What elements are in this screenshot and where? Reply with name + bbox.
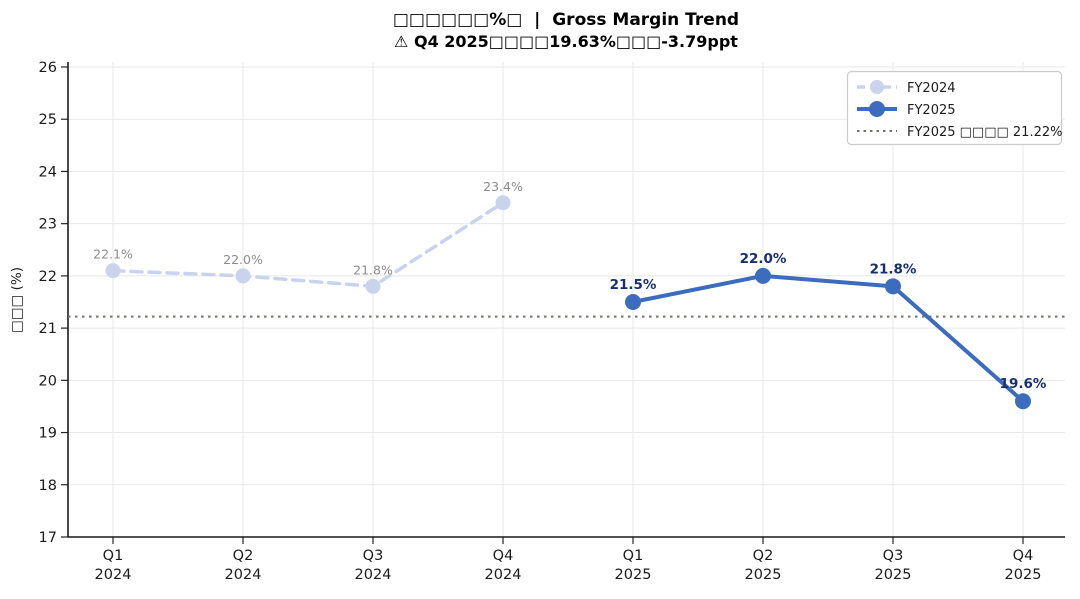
point-label-layer: 22.1% 22.0% 21.8% 23.4% 21.5% 22.0% 21.8% 19.6%: [93, 179, 1047, 392]
data-point-fy2024: [495, 195, 511, 211]
legend-box: [846, 70, 1063, 146]
point-label-fy2025: 21.5%: [610, 277, 657, 293]
grid-lines: [68, 62, 1065, 538]
data-point-fy2024: [105, 263, 121, 279]
point-label-fy2024: 22.1%: [93, 247, 133, 262]
point-label-fy2024: 21.8%: [353, 262, 393, 277]
legend-label-reference-mean: FY2025 □□□□ 21.22%: [907, 125, 1062, 140]
data-point-fy2024: [235, 268, 251, 284]
y-tick-label: 24: [39, 164, 57, 180]
x-tick-label-year: 2025: [745, 567, 782, 583]
series-line-fy2025: [631, 273, 1025, 404]
series-layer: [105, 195, 1031, 410]
y-tick-label: 17: [39, 530, 57, 546]
point-label-fy2024: 23.4%: [483, 179, 523, 194]
x-tick-label-quarter: Q2: [233, 548, 254, 564]
y-tick-label: 20: [39, 373, 57, 389]
legend-marker-fy2025: [869, 101, 885, 117]
chart-title: □□□□□□%□ | Gross Margin Trend: [393, 10, 739, 30]
point-label-fy2025: 22.0%: [740, 251, 787, 267]
x-tick-label-quarter: Q1: [623, 548, 644, 564]
data-point-fy2024: [365, 278, 381, 294]
y-tick-label: 26: [39, 60, 57, 76]
data-point-fy2025: [755, 267, 771, 284]
x-tick-label-year: 2024: [225, 567, 262, 583]
axes: 17 18 19 20 21 22 23 24 25 26 Q1 2024 Q2 2024 Q3 2024 Q4…: [39, 60, 1065, 583]
legend-label-fy2024: FY2024: [907, 81, 956, 96]
y-tick-label: 25: [39, 112, 57, 128]
legend-marker-fy2024: [870, 80, 884, 94]
y-tick-label: 18: [39, 478, 57, 494]
x-tick-label-quarter: Q3: [883, 548, 904, 564]
x-tick-label-year: 2025: [615, 567, 652, 583]
y-axis-label: □□□ (%): [9, 267, 25, 333]
x-tick-label-year: 2024: [485, 567, 522, 583]
legend-entry-reference-mean: FY2025 □□□□ 21.22%: [857, 125, 1062, 140]
legend-label-fy2025: FY2025: [907, 103, 956, 118]
x-tick-label-year: 2025: [875, 567, 912, 583]
data-point-fy2025: [625, 294, 641, 310]
point-label-fy2024: 22.0%: [223, 252, 263, 267]
point-label-fy2025: 21.8%: [870, 261, 917, 277]
x-tick-label-quarter: Q4: [1013, 548, 1034, 564]
y-tick-label: 22: [39, 269, 57, 285]
chart-subtitle: ⚠ Q4 2025□□□□19.63%□□□-3.79ppt: [394, 32, 738, 51]
legend-entry-fy2025: FY2025: [857, 101, 956, 118]
x-tick-label-year: 2024: [355, 567, 392, 583]
x-tick-label-year: 2024: [95, 567, 132, 583]
y-tick-label: 21: [39, 321, 57, 337]
series-line-fy2024: [111, 201, 505, 289]
data-point-fy2025: [885, 278, 901, 295]
x-tick-label-quarter: Q1: [103, 548, 124, 564]
data-point-fy2025: [1015, 393, 1031, 410]
x-tick-label-quarter: Q4: [493, 548, 514, 564]
x-tick-label-quarter: Q2: [753, 548, 774, 564]
x-tick-label-year: 2025: [1005, 567, 1042, 583]
x-tick-label-quarter: Q3: [363, 548, 384, 564]
legend-entry-fy2024: FY2024: [857, 80, 956, 96]
point-label-fy2025: 19.6%: [1000, 376, 1047, 392]
y-tick-label: 19: [39, 426, 57, 442]
legend: FY2024 FY2025 FY2025 □□□□ 21.22%: [846, 70, 1063, 146]
y-tick-label: 23: [39, 217, 57, 233]
